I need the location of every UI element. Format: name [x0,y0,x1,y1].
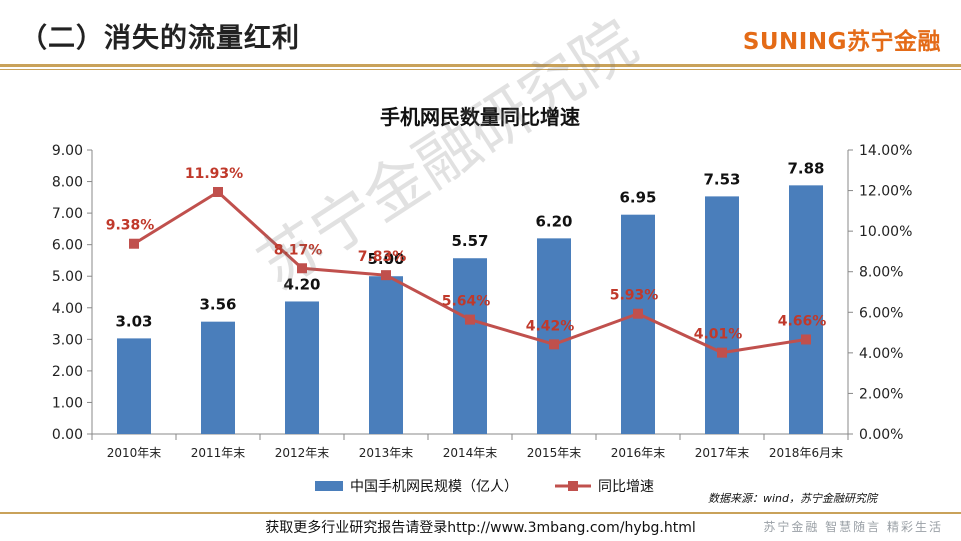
x-tick-label: 2016年末 [611,446,666,460]
line-data-label: 5.64% [442,294,491,310]
line-data-label: 8.17% [274,242,323,258]
line-point [633,308,643,319]
footer-slogan: 苏宁金融 智慧随言 精彩生活 [763,520,943,534]
x-tick-label: 2018年6月末 [769,446,843,460]
bar-data-label: 4.20 [283,275,320,293]
line-point [549,339,559,350]
bar [117,338,151,434]
x-tick-label: 2011年末 [191,446,246,460]
line-data-label: 5.93% [610,288,659,304]
data-labels: 3.03 3.56 4.20 5.00 5.57 6.20 6.95 7.53 7.88 9.38… [106,159,827,342]
y-right-tick-label: 4.00% [859,346,903,362]
line-point [465,314,475,325]
legend-label-bar: 中国手机网民规模（亿人） [350,479,518,495]
header-rule-thin [0,69,961,70]
x-tick-label: 2010年末 [107,446,162,460]
line-data-label: 4.42% [526,318,575,334]
x-tick-label: 2013年末 [359,446,414,460]
line-data-label: 11.93% [185,166,243,182]
data-source: 数据来源：wind，苏宁金融研究院 [708,492,878,505]
bar [621,214,655,434]
chart-title: 手机网民数量同比增速 [380,105,580,129]
y-right-tick-label: 12.00% [859,184,912,200]
y-left-tick-label: 7.00 [52,206,83,222]
axes: 0.00 1.00 2.00 3.00 4.00 5.00 6.00 7.00 8.00 9.00… [52,143,913,460]
bar-data-label: 7.88 [787,159,824,177]
y-right-tick-label: 0.00% [859,427,903,443]
line-point [801,334,811,345]
y-left-tick-label: 4.00 [52,301,83,317]
footer-rule [0,512,961,514]
bar-data-label: 5.57 [451,232,488,250]
legend: 中国手机网民规模（亿人） 同比增速 [315,479,654,495]
bar-data-label: 6.20 [535,212,572,230]
y-left-tick-label: 2.00 [52,364,83,380]
line-data-label: 9.38% [106,218,155,234]
y-right-tick-label: 6.00% [859,305,903,321]
line-point [213,186,223,197]
bar-data-label: 6.95 [619,189,656,207]
line-data-label: 7.83% [358,249,407,265]
x-tick-label: 2017年末 [695,446,750,460]
line-series [129,186,811,358]
bar-data-label: 5.00 [367,250,404,268]
y-right-tick-label: 10.00% [859,224,912,240]
bar-data-label: 3.56 [199,296,236,314]
bar [789,185,823,434]
line-point [129,238,139,249]
bar-data-label: 3.03 [115,312,152,330]
legend-marker-line [568,481,578,491]
bar [369,276,403,434]
legend-swatch-bar [315,481,343,491]
x-tick-label: 2015年末 [527,446,582,460]
legend-label-line: 同比增速 [598,479,654,495]
footer-note: 获取更多行业研究报告请登录http://www.3mbang.com/hybg.… [265,520,696,536]
y-left-tick-label: 9.00 [52,143,83,159]
y-left-tick-label: 0.00 [52,427,83,443]
line-data-label: 4.01% [694,327,743,343]
x-tick-label: 2014年末 [443,446,498,460]
y-left-tick-label: 8.00 [52,175,83,191]
x-tick-label: 2012年末 [275,446,330,460]
y-right-tick-label: 8.00% [859,265,903,281]
line-point [381,270,391,281]
line-point [717,347,727,358]
bar-series [117,185,823,434]
y-left-tick-label: 5.00 [52,269,83,285]
bar [537,238,571,434]
bar [285,301,319,434]
brand-logo: SUNING苏宁金融 [742,29,941,55]
y-left-tick-label: 3.00 [52,332,83,348]
y-right-tick-label: 14.00% [859,143,912,159]
line-data-label: 4.66% [778,313,827,329]
y-left-tick-label: 1.00 [52,395,83,411]
bar [201,321,235,434]
slide-title: （二）消失的流量红利 [20,23,300,54]
bar [453,258,487,434]
y-left-tick-label: 6.00 [52,238,83,254]
bar [705,196,739,434]
line-point [297,263,307,274]
header-rule [0,64,961,67]
bar-data-label: 7.53 [703,170,740,188]
y-right-tick-label: 2.00% [859,386,903,402]
